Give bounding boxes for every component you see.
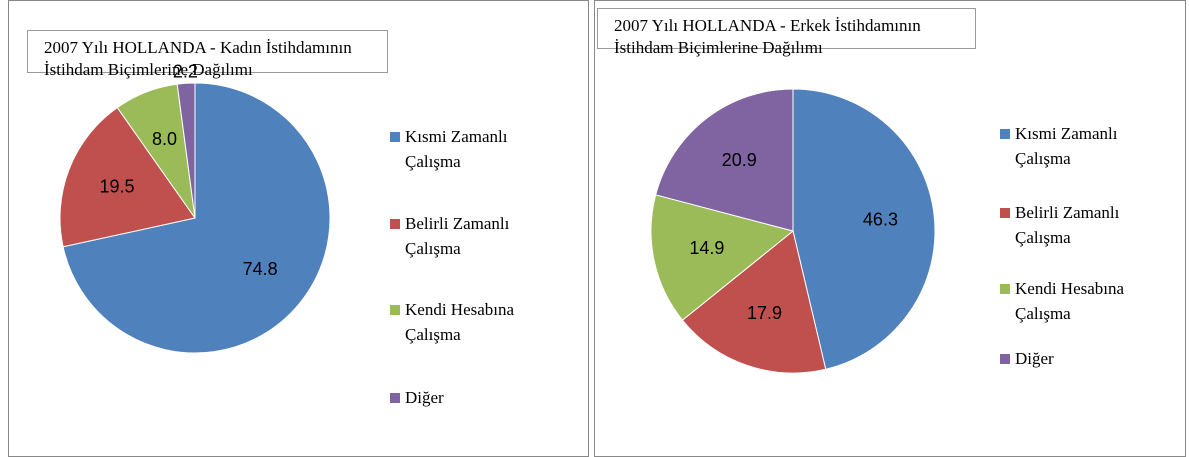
legend-entry: Kendi Hesabına Çalışma (390, 297, 565, 347)
legend-label: Kendi Hesabına Çalışma (405, 300, 515, 344)
legend-label: Kısmi Zamanlı Çalışma (405, 127, 508, 171)
chart-title: 2007 Yılı HOLLANDA - Erkek İstihdamının … (597, 8, 976, 57)
legend-swatch (390, 132, 400, 142)
pie-slice (650, 194, 795, 321)
legend-swatch (1000, 208, 1010, 218)
pie-slice (62, 82, 331, 354)
legend-entry: Kendi Hesabına Çalışma (1000, 276, 1175, 326)
legend-swatch (1000, 129, 1010, 139)
data-label: 8.0 (152, 129, 177, 149)
legend-entry: Kısmi Zamanlı Çalışma (390, 124, 565, 174)
legend-entry: Diğer (390, 385, 565, 410)
data-label: 46.3 (863, 210, 898, 230)
legend-label: Diğer (1015, 349, 1054, 368)
data-label: 20.9 (722, 150, 757, 170)
legend-swatch (1000, 284, 1010, 294)
pie-slice (59, 106, 196, 248)
legend-entry: Belirli Zamanlı Çalışma (390, 211, 565, 261)
data-label: 2.2 (173, 61, 198, 81)
legend-swatch (390, 393, 400, 403)
pie-slice (176, 82, 196, 219)
legend-swatch (390, 305, 400, 315)
legend-entry: Belirli Zamanlı Çalışma (1000, 200, 1175, 250)
data-label: 14.9 (689, 238, 724, 258)
legend-entry: Kısmi Zamanlı Çalışma (1000, 121, 1175, 171)
pie-slice (792, 88, 936, 370)
legend-label: Belirli Zamanlı Çalışma (1015, 203, 1120, 247)
legend-swatch (1000, 354, 1010, 364)
legend-label: Kendi Hesabına Çalışma (1015, 279, 1125, 323)
data-label: 19.5 (99, 176, 134, 196)
pie-slice (681, 230, 827, 374)
legend-entry: Diğer (1000, 346, 1175, 371)
data-label: 74.8 (243, 259, 278, 279)
legend-swatch (390, 219, 400, 229)
chart-title: 2007 Yılı HOLLANDA - Kadın İstihdamının … (27, 30, 388, 79)
data-label: 17.9 (747, 303, 782, 323)
legend-label: Diğer (405, 388, 444, 407)
legend-label: Belirli Zamanlı Çalışma (405, 214, 510, 258)
pie-slice (655, 88, 794, 232)
legend-label: Kısmi Zamanlı Çalışma (1015, 124, 1118, 168)
